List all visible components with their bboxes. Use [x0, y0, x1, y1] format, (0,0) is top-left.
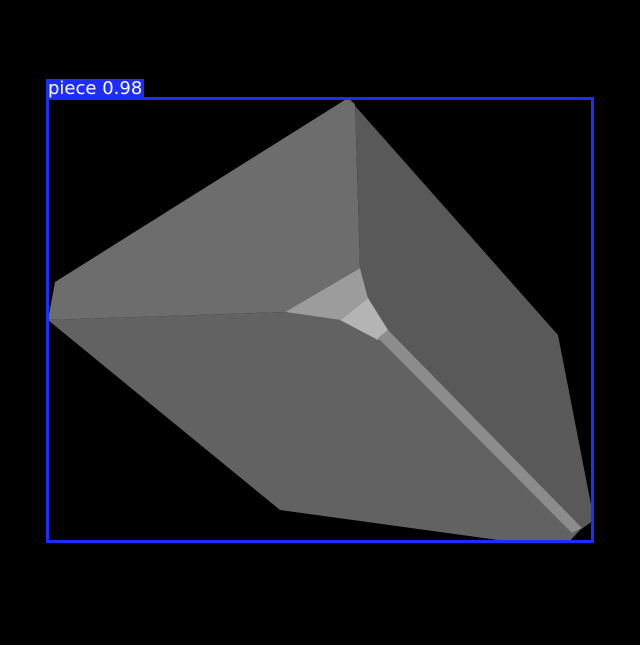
piece-top-face	[48, 98, 360, 320]
piece-right-face	[348, 98, 594, 530]
piece-bevel-edge	[378, 330, 582, 533]
piece-bevel-upper	[285, 268, 368, 320]
detection-bounding-box	[46, 97, 594, 543]
detection-label: piece 0.98	[46, 78, 145, 99]
piece-bottom-face	[48, 312, 580, 543]
piece-bevel-inner	[340, 298, 388, 340]
